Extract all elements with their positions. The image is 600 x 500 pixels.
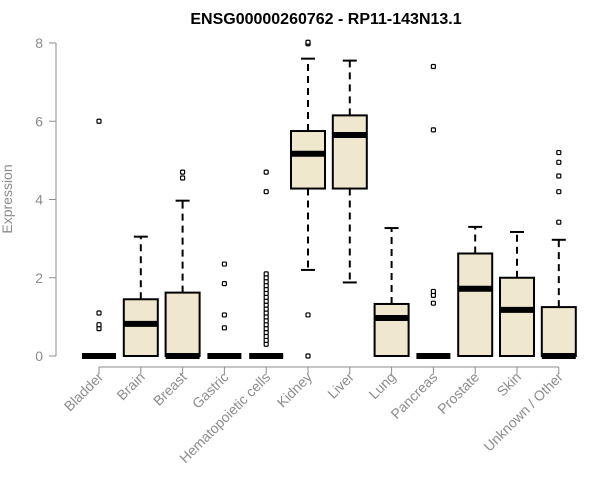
outlier-point	[430, 63, 436, 70]
box-group	[416, 63, 451, 359]
box	[457, 252, 494, 357]
outlier-point	[180, 175, 186, 181]
box-group	[373, 227, 410, 357]
outlier-point	[430, 127, 436, 133]
outlier-point	[305, 353, 311, 359]
box-group	[499, 230, 535, 357]
chart-title: ENSG00000260762 - RP11-143N13.1	[190, 11, 461, 28]
box	[331, 114, 368, 190]
outlier-point	[263, 189, 269, 195]
x-tick-label: Breast	[150, 369, 190, 409]
y-tick-label: 2	[35, 270, 43, 286]
x-tick-label: Skin	[494, 369, 525, 400]
outlier-point	[556, 149, 562, 156]
outlier-point	[96, 310, 102, 316]
x-tick-label: Bladder	[61, 369, 107, 415]
x-tick-label: Liver	[324, 369, 357, 402]
box-group	[290, 39, 326, 359]
box	[373, 302, 410, 357]
outlier-point	[430, 300, 436, 306]
outlier-point	[180, 169, 186, 175]
y-tick-label: 8	[35, 35, 43, 51]
box-group	[540, 149, 577, 359]
outlier-point	[556, 219, 562, 225]
box	[540, 306, 577, 357]
y-tick-label: 0	[35, 348, 43, 364]
outlier-point	[221, 325, 227, 331]
outlier-point	[96, 118, 102, 124]
y-axis-label: Expression	[0, 164, 15, 233]
box-group	[457, 225, 494, 357]
outlier-point	[96, 322, 102, 328]
box	[164, 291, 201, 357]
outlier-point	[556, 159, 562, 165]
box	[122, 298, 159, 357]
box-group	[82, 118, 116, 359]
x-tick-label: Brain	[113, 369, 147, 403]
outlier-point	[556, 173, 562, 179]
outlier-point	[221, 281, 227, 287]
box-series	[82, 39, 577, 359]
box	[290, 130, 326, 190]
x-tick-label: Lung	[365, 369, 398, 402]
x-tick-label: Prostate	[434, 369, 482, 417]
outlier-point	[221, 261, 227, 267]
outlier-point	[263, 271, 269, 277]
box	[499, 276, 535, 357]
box-group	[249, 169, 284, 359]
box-group	[122, 235, 159, 357]
box-group	[331, 59, 368, 284]
y-tick-label: 6	[35, 113, 43, 129]
outlier-point	[263, 169, 269, 175]
box-group	[207, 261, 242, 359]
x-tick-label: Unknown / Other	[480, 369, 566, 455]
y-tick-label: 4	[35, 192, 43, 208]
outlier-point	[221, 312, 227, 318]
outlier-point	[556, 189, 562, 195]
outlier-point	[305, 312, 311, 318]
box-group	[164, 169, 201, 359]
y-axis: 0 2 4 6 8	[35, 35, 57, 364]
outlier-point	[430, 288, 436, 295]
x-tick-label: Kidney	[274, 369, 316, 411]
outlier-point	[305, 39, 311, 45]
